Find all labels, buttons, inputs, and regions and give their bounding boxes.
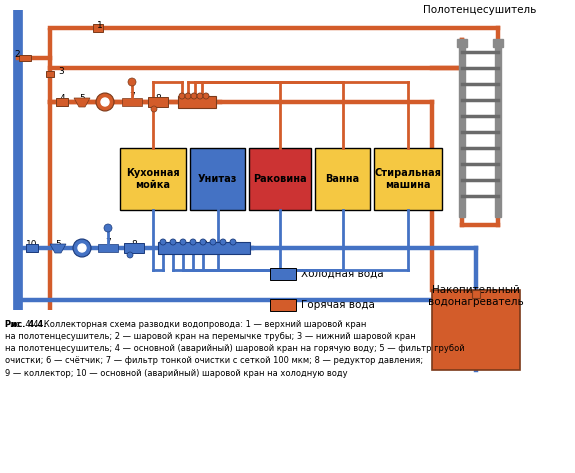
Circle shape [127, 252, 133, 258]
Circle shape [191, 93, 197, 99]
Bar [493, 39, 503, 47]
Text: 9: 9 [194, 94, 200, 103]
Text: Полотенцесушитель: Полотенцесушитель [423, 5, 536, 15]
Bar [124, 243, 144, 253]
Circle shape [96, 93, 114, 111]
Text: Раковина: Раковина [253, 174, 307, 184]
Bar [178, 96, 216, 108]
Bar [120, 148, 186, 210]
Text: 7: 7 [105, 238, 111, 247]
Circle shape [190, 239, 196, 245]
Bar [56, 98, 68, 106]
Bar [26, 244, 38, 252]
Bar [148, 97, 168, 107]
Circle shape [128, 78, 136, 86]
Text: 7: 7 [129, 92, 135, 101]
Bar [190, 148, 245, 210]
Text: Холодная вода: Холодная вода [301, 269, 384, 279]
Circle shape [200, 239, 206, 245]
Bar [122, 98, 142, 106]
Bar [19, 55, 31, 61]
Text: 5: 5 [55, 240, 61, 249]
Circle shape [203, 93, 209, 99]
Bar [374, 148, 442, 210]
Text: Стиральная
машина: Стиральная машина [374, 168, 442, 190]
Bar [249, 148, 311, 210]
Text: Рис. 4.4. Коллекторная схема разводки водопровода: 1 — верхний шаровой кран
на п: Рис. 4.4. Коллекторная схема разводки во… [5, 320, 465, 377]
Circle shape [170, 239, 176, 245]
Text: 5: 5 [79, 94, 85, 103]
Bar [495, 40, 501, 217]
Text: 2: 2 [14, 50, 20, 59]
Text: 9: 9 [201, 240, 207, 249]
Bar [158, 242, 250, 254]
Circle shape [179, 93, 185, 99]
Text: 4: 4 [59, 94, 65, 103]
Circle shape [160, 239, 166, 245]
Bar [93, 24, 103, 32]
Bar [270, 268, 296, 280]
Text: Кухонная
мойка: Кухонная мойка [126, 168, 180, 190]
Circle shape [230, 239, 236, 245]
Circle shape [73, 239, 91, 257]
Text: 1: 1 [97, 21, 103, 30]
Bar [459, 40, 465, 217]
Circle shape [104, 224, 112, 232]
Bar [432, 290, 520, 370]
Bar [457, 39, 467, 47]
Circle shape [180, 239, 186, 245]
Bar [46, 71, 54, 77]
Bar [472, 290, 480, 298]
Text: Унитаз: Унитаз [198, 174, 237, 184]
Circle shape [210, 239, 216, 245]
Text: 6: 6 [79, 239, 85, 248]
Bar [270, 299, 296, 311]
Bar [315, 148, 370, 210]
Text: Накопительный
водонагреватель: Накопительный водонагреватель [428, 285, 524, 307]
Circle shape [78, 244, 86, 252]
Circle shape [185, 93, 191, 99]
Text: Рис. 4.4.: Рис. 4.4. [5, 320, 47, 329]
Text: 8: 8 [155, 94, 161, 103]
Bar [98, 244, 118, 252]
Circle shape [197, 93, 203, 99]
Polygon shape [50, 244, 66, 253]
Text: 10: 10 [26, 240, 38, 249]
Circle shape [101, 98, 109, 106]
Circle shape [220, 239, 226, 245]
Text: Ванна: Ванна [325, 174, 359, 184]
Text: 8: 8 [131, 240, 137, 249]
Text: 3: 3 [58, 67, 64, 76]
Polygon shape [74, 98, 90, 107]
Circle shape [151, 106, 157, 112]
Text: 6: 6 [102, 93, 108, 102]
Text: Горячая вода: Горячая вода [301, 300, 375, 310]
